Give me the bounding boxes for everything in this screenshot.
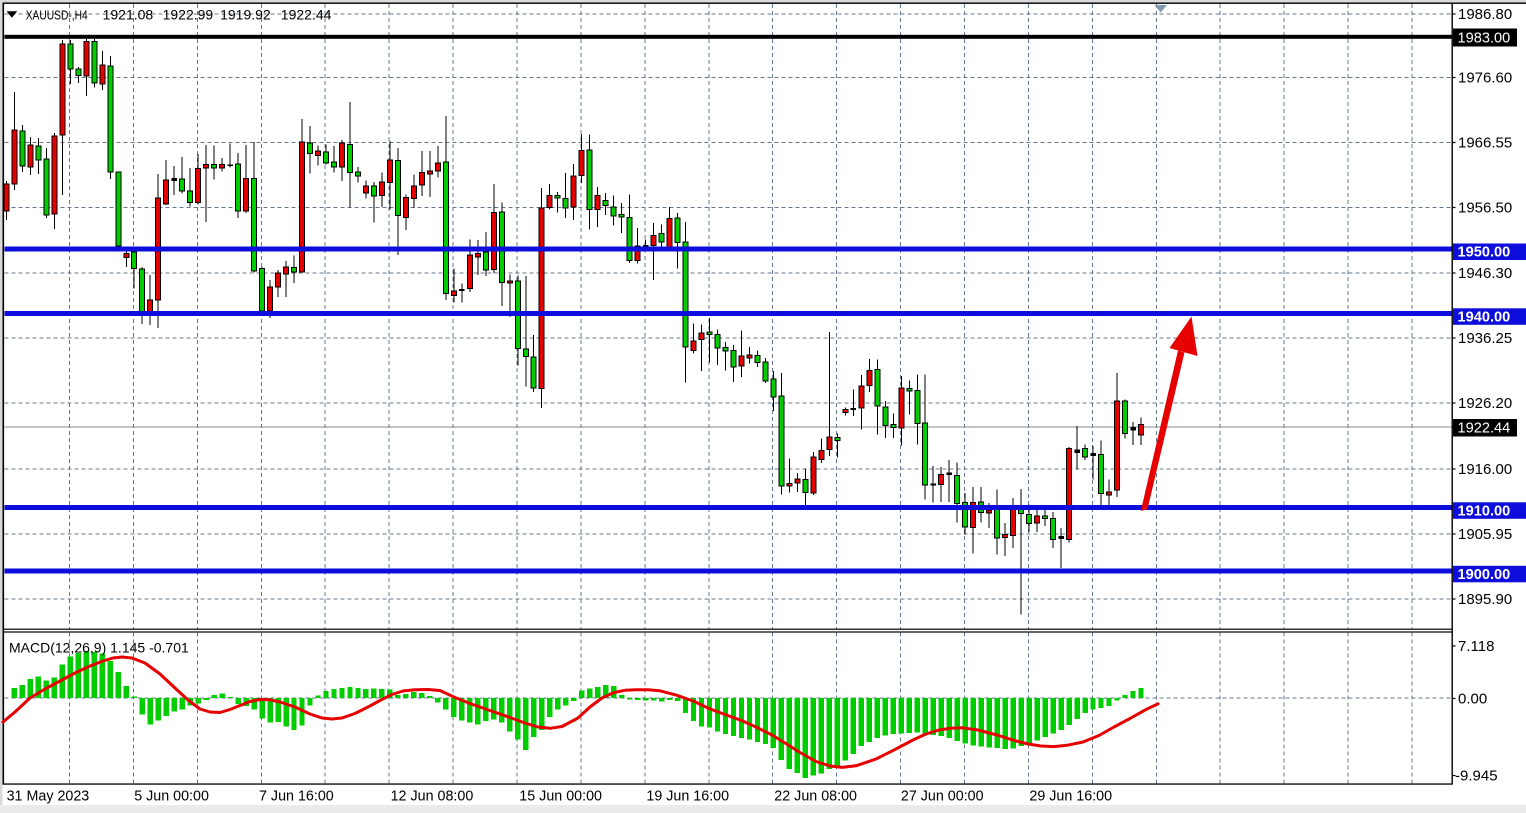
svg-text:15 Jun 00:00: 15 Jun 00:00 [519,788,602,804]
svg-text:1910.00: 1910.00 [1458,503,1511,519]
svg-text:1976.60: 1976.60 [1458,69,1512,86]
svg-text:1921.08: 1921.08 [103,6,154,22]
svg-text:1926.20: 1926.20 [1458,395,1512,412]
svg-text:5 Jun 00:00: 5 Jun 00:00 [134,788,209,804]
svg-text:1900.00: 1900.00 [1458,567,1511,583]
svg-text:1956.50: 1956.50 [1458,199,1512,216]
svg-text:22 Jun 08:00: 22 Jun 08:00 [774,788,857,804]
svg-text:1922.44: 1922.44 [281,6,332,22]
svg-text:1936.25: 1936.25 [1458,330,1512,347]
svg-text:1986.80: 1986.80 [1458,6,1512,23]
svg-text:27 Jun 00:00: 27 Jun 00:00 [901,788,984,804]
svg-text:1922.44: 1922.44 [1458,421,1511,437]
svg-text:1950.00: 1950.00 [1458,245,1511,261]
svg-text:MACD(12,26,9) 1.145 -0.701: MACD(12,26,9) 1.145 -0.701 [9,640,189,656]
svg-text:7.118: 7.118 [1458,638,1494,655]
svg-text:0.00: 0.00 [1458,690,1487,707]
svg-text:1919.92: 1919.92 [220,6,271,22]
svg-text:1983.00: 1983.00 [1458,30,1511,46]
svg-text:1905.95: 1905.95 [1458,526,1512,543]
svg-text:31 May 2023: 31 May 2023 [7,788,90,804]
svg-text:-9.945: -9.945 [1455,767,1498,784]
svg-text:29 Jun 16:00: 29 Jun 16:00 [1029,788,1112,804]
svg-text:1922.99: 1922.99 [163,6,214,22]
svg-text:1946.30: 1946.30 [1458,265,1512,282]
svg-text:7 Jun 16:00: 7 Jun 16:00 [259,788,334,804]
svg-text:1940.00: 1940.00 [1458,309,1511,325]
svg-text:1916.00: 1916.00 [1458,461,1512,478]
svg-text:1966.55: 1966.55 [1458,134,1512,151]
svg-text:12 Jun 08:00: 12 Jun 08:00 [391,788,474,804]
svg-text:1895.90: 1895.90 [1458,591,1512,608]
svg-text:19 Jun 16:00: 19 Jun 16:00 [646,788,729,804]
svg-text:XAUUSD-,H4: XAUUSD-,H4 [26,7,88,22]
